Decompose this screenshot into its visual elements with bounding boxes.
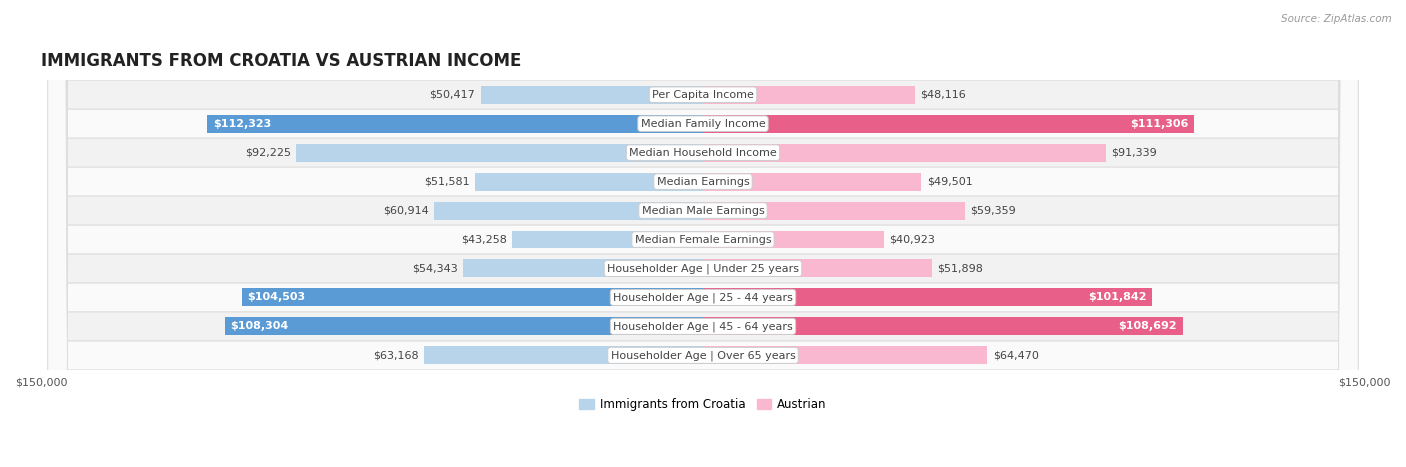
Text: $50,417: $50,417 <box>430 90 475 100</box>
Text: $51,581: $51,581 <box>425 177 470 187</box>
Bar <box>703 318 1182 335</box>
Text: $104,503: $104,503 <box>247 292 305 303</box>
Bar <box>703 173 921 191</box>
Bar <box>481 86 703 104</box>
Legend: Immigrants from Croatia, Austrian: Immigrants from Croatia, Austrian <box>575 394 831 416</box>
Text: Householder Age | 25 - 44 years: Householder Age | 25 - 44 years <box>613 292 793 303</box>
Text: $43,258: $43,258 <box>461 234 508 245</box>
Text: Householder Age | 45 - 64 years: Householder Age | 45 - 64 years <box>613 321 793 332</box>
Bar <box>208 115 703 133</box>
Text: $63,168: $63,168 <box>374 350 419 361</box>
Bar <box>703 144 1107 162</box>
Bar <box>703 347 987 364</box>
Bar <box>703 86 915 104</box>
Bar <box>703 231 883 248</box>
FancyBboxPatch shape <box>48 0 1358 467</box>
FancyBboxPatch shape <box>48 0 1358 467</box>
Text: Source: ZipAtlas.com: Source: ZipAtlas.com <box>1281 14 1392 24</box>
Bar <box>703 115 1194 133</box>
Bar <box>703 202 965 219</box>
Text: Per Capita Income: Per Capita Income <box>652 90 754 100</box>
Text: $112,323: $112,323 <box>212 119 271 129</box>
Text: $59,359: $59,359 <box>970 205 1017 216</box>
Text: Median Household Income: Median Household Income <box>628 148 778 158</box>
Text: Median Female Earnings: Median Female Earnings <box>634 234 772 245</box>
Text: Householder Age | Over 65 years: Householder Age | Over 65 years <box>610 350 796 361</box>
FancyBboxPatch shape <box>48 0 1358 467</box>
Text: $54,343: $54,343 <box>412 263 458 274</box>
FancyBboxPatch shape <box>48 0 1358 467</box>
Bar <box>463 260 703 277</box>
Bar <box>242 289 703 306</box>
Text: $91,339: $91,339 <box>1111 148 1157 158</box>
Bar <box>475 173 703 191</box>
Bar <box>512 231 703 248</box>
Text: $92,225: $92,225 <box>245 148 291 158</box>
Bar <box>297 144 703 162</box>
Bar <box>225 318 703 335</box>
Bar <box>703 289 1153 306</box>
FancyBboxPatch shape <box>48 0 1358 467</box>
Text: $49,501: $49,501 <box>927 177 973 187</box>
Text: $111,306: $111,306 <box>1130 119 1188 129</box>
Text: Median Male Earnings: Median Male Earnings <box>641 205 765 216</box>
Text: Householder Age | Under 25 years: Householder Age | Under 25 years <box>607 263 799 274</box>
FancyBboxPatch shape <box>48 0 1358 467</box>
FancyBboxPatch shape <box>48 0 1358 467</box>
Text: Median Family Income: Median Family Income <box>641 119 765 129</box>
Text: $40,923: $40,923 <box>889 234 935 245</box>
Text: $101,842: $101,842 <box>1088 292 1147 303</box>
Text: $48,116: $48,116 <box>921 90 966 100</box>
Text: IMMIGRANTS FROM CROATIA VS AUSTRIAN INCOME: IMMIGRANTS FROM CROATIA VS AUSTRIAN INCO… <box>41 52 522 71</box>
Text: $64,470: $64,470 <box>993 350 1039 361</box>
Bar <box>425 347 703 364</box>
Text: $108,304: $108,304 <box>231 321 288 332</box>
Text: $51,898: $51,898 <box>938 263 983 274</box>
Bar <box>703 260 932 277</box>
FancyBboxPatch shape <box>48 0 1358 467</box>
Text: Median Earnings: Median Earnings <box>657 177 749 187</box>
FancyBboxPatch shape <box>48 0 1358 467</box>
Text: $108,692: $108,692 <box>1119 321 1177 332</box>
Bar <box>434 202 703 219</box>
Text: $60,914: $60,914 <box>384 205 429 216</box>
FancyBboxPatch shape <box>48 0 1358 467</box>
